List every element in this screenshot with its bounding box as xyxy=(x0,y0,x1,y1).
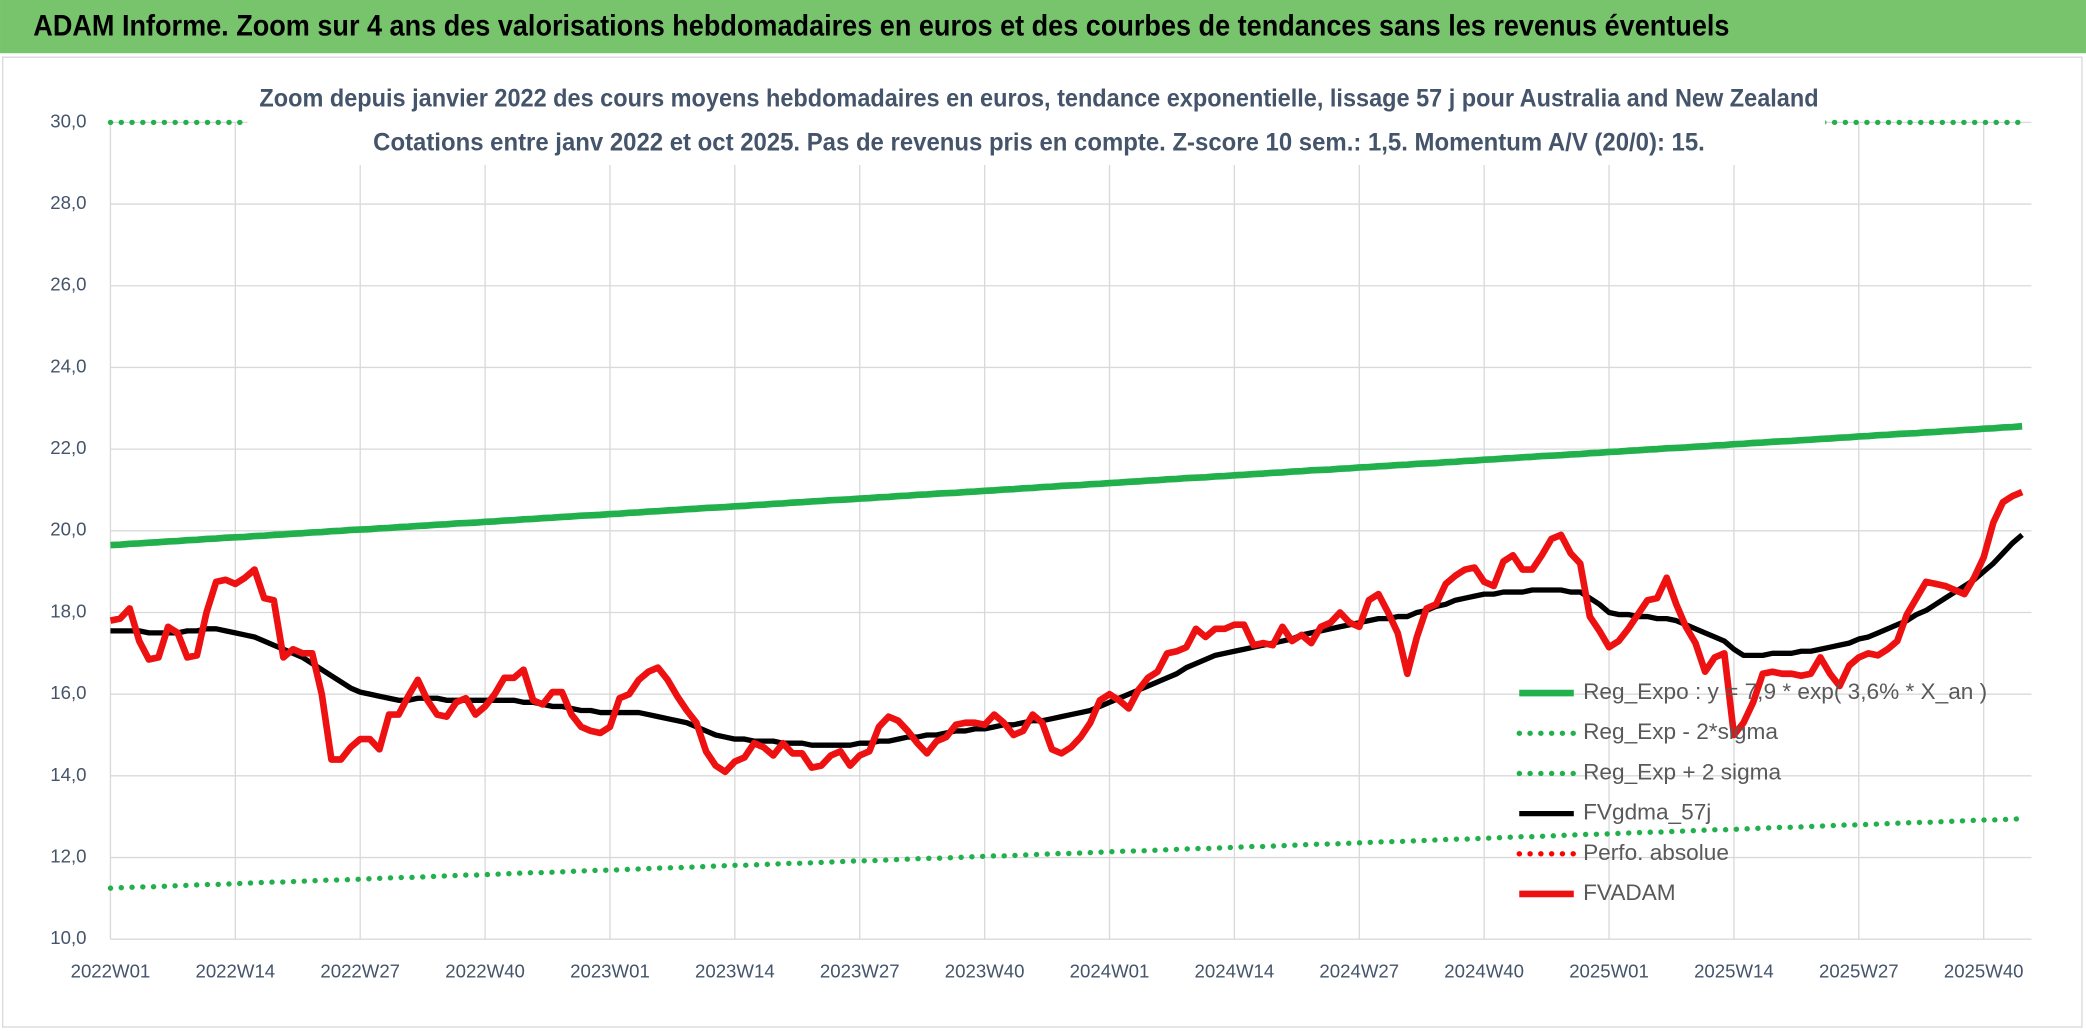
y-tick-label: 26,0 xyxy=(50,274,86,295)
x-tick-label: 2024W01 xyxy=(1070,960,1150,981)
series-line xyxy=(107,816,2025,891)
series-line xyxy=(110,422,2023,549)
x-tick-label: 2022W14 xyxy=(195,960,275,981)
y-tick-label: 24,0 xyxy=(50,355,86,376)
x-tick-label: 2025W40 xyxy=(1944,960,2024,981)
x-tick-label: 2022W40 xyxy=(445,960,525,981)
legend-label: Perfo. absolue xyxy=(1583,840,1729,865)
legend-label: FVADAM xyxy=(1583,880,1676,905)
x-tick-label: 2024W27 xyxy=(1319,960,1399,981)
legend: Reg_Expo : y = 7,9 * exp( 3,6% * X_an ) R… xyxy=(1516,679,1987,905)
y-tick-label: 14,0 xyxy=(50,764,86,785)
axes: 10,0 12,0 14,0 16,0 18,0 20,0 22,0 24,0 26,0 28,0… xyxy=(50,110,2023,981)
chart-subtitle: Cotations entre janv 2022 et oct 2025. P… xyxy=(373,128,1705,156)
chart-title: Zoom depuis janvier 2022 des cours moyen… xyxy=(259,84,1818,112)
y-tick-label: 30,0 xyxy=(50,110,86,131)
x-tick-label: 2025W14 xyxy=(1694,960,1774,981)
y-tick-label: 28,0 xyxy=(50,192,86,213)
page-title: ADAM Informe. Zoom sur 4 ans des valoris… xyxy=(33,11,1729,43)
x-tick-label: 2024W14 xyxy=(1195,960,1275,981)
y-tick-label: 18,0 xyxy=(50,600,86,621)
legend-label: FVgdma_57j xyxy=(1583,800,1711,825)
grid xyxy=(109,121,2032,940)
x-tick-label: 2025W01 xyxy=(1569,960,1649,981)
y-tick-label: 12,0 xyxy=(50,845,86,866)
x-tick-label: 2022W01 xyxy=(71,960,151,981)
y-tick-label: 22,0 xyxy=(50,437,86,458)
header-bar xyxy=(0,0,2086,54)
x-tick-label: 2023W14 xyxy=(695,960,775,981)
x-tick-label: 2023W40 xyxy=(945,960,1025,981)
series-line xyxy=(109,488,2024,776)
legend-label: Reg_Expo : y = 7,9 * exp( 3,6% * X_an ) xyxy=(1583,679,1987,704)
x-tick-label: 2022W27 xyxy=(320,960,400,981)
y-tick-label: 20,0 xyxy=(50,519,86,540)
chart-frame xyxy=(2,56,2083,1028)
x-tick-label: 2023W27 xyxy=(820,960,900,981)
legend-label: Reg_Exp - 2*sigma xyxy=(1583,719,1778,744)
legend-label: Reg_Exp + 2 sigma xyxy=(1583,759,1781,784)
x-tick-label: 2025W27 xyxy=(1819,960,1899,981)
x-tick-label: 2023W01 xyxy=(570,960,650,981)
x-tick-label: 2024W40 xyxy=(1444,960,1524,981)
title-box xyxy=(247,79,1826,165)
y-tick-label: 16,0 xyxy=(50,682,86,703)
y-tick-label: 10,0 xyxy=(50,927,86,948)
